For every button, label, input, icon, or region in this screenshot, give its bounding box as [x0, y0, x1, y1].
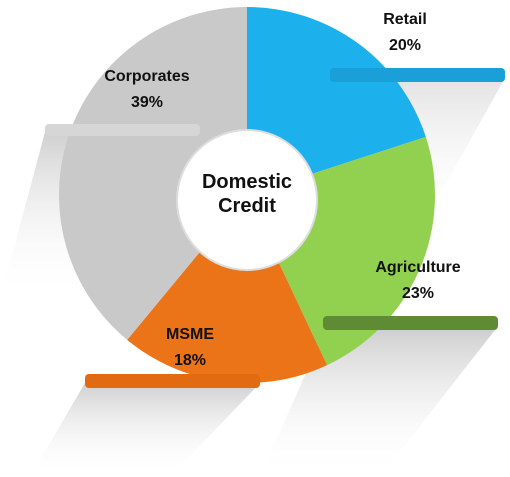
value-label: 23% [402, 285, 434, 302]
value-label: 18% [174, 352, 206, 369]
center-label: Domestic Credit [201, 171, 293, 217]
value-label: 20% [389, 37, 421, 54]
shelves [45, 68, 505, 388]
slice [59, 7, 247, 340]
slice-label: Agriculture [375, 259, 460, 276]
slice-label: Corporates [104, 68, 189, 85]
slice-label: Retail [383, 11, 427, 28]
center-hole [176, 129, 318, 271]
slice [127, 195, 328, 383]
value-label: 39% [131, 94, 163, 111]
slice-label: MSME [166, 326, 214, 343]
